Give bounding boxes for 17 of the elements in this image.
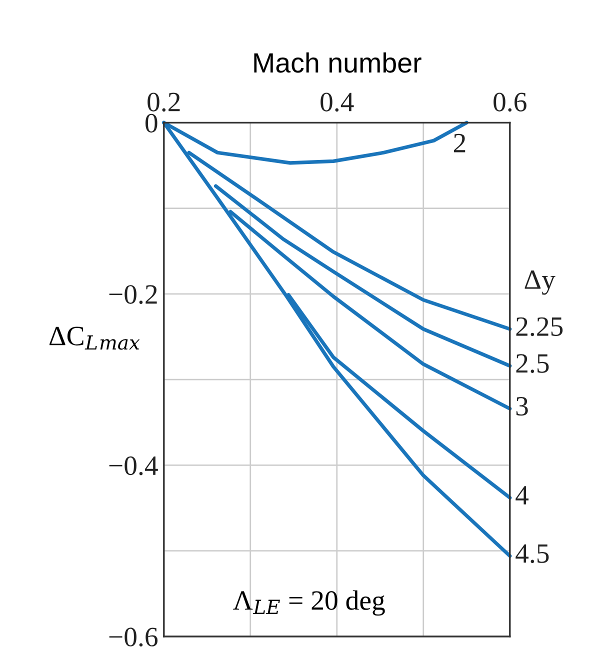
y-tick-label: −0.6 [109, 628, 158, 647]
x-tick-label: 0.6 [494, 92, 526, 112]
series-label: 2.5 [516, 354, 549, 373]
y-tick-label: −0.4 [109, 456, 158, 476]
legend-title: Δy [524, 270, 556, 295]
series-label: 2.25 [516, 317, 563, 336]
y-axis-title: ΔC$_{Lmax}$ [50, 326, 140, 350]
x-tick-label: 0.2 [148, 92, 180, 112]
annotation: Λ$_{LE}$ = 20 deg [233, 590, 385, 616]
series-label: 2 [454, 134, 466, 152]
x-tick-label: 0.4 [320, 92, 354, 112]
series-label: 4 [516, 486, 529, 504]
y-tick-label: 0 [146, 114, 158, 133]
x-axis-title: Mach number [254, 52, 422, 73]
series-label: 4.5 [516, 544, 549, 564]
series-label: 3 [516, 396, 528, 416]
y-tick-label: −0.2 [109, 285, 157, 304]
